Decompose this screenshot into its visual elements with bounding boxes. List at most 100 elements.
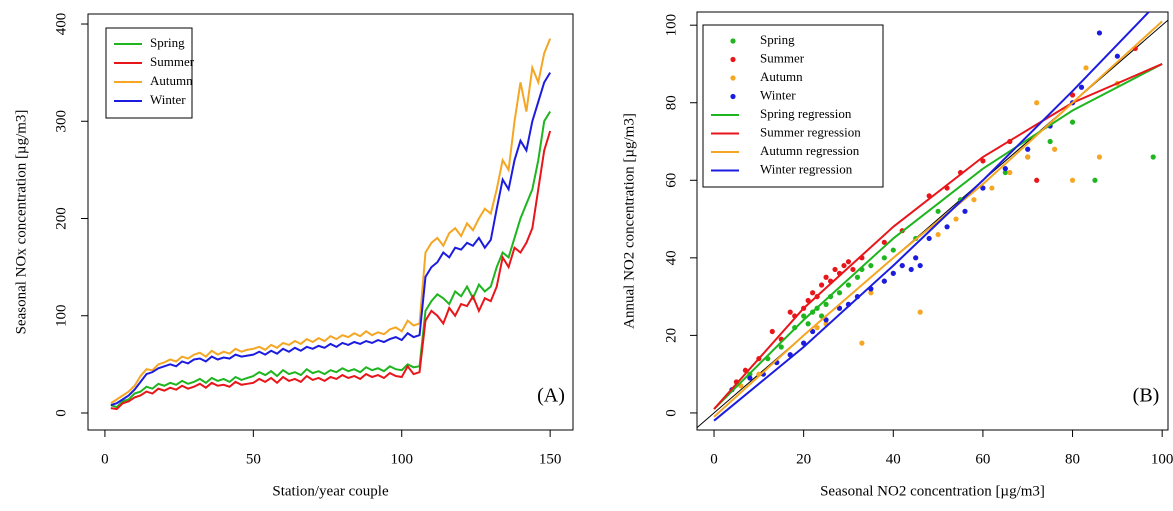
scatter-point [854,274,861,280]
y-tick-label: 100 [53,304,69,327]
legend-label: Summer [150,54,195,69]
legend-label: Spring [150,35,185,50]
scatter-point [778,344,784,350]
legend-label: Spring regression [760,106,852,121]
scatter-point [962,208,968,214]
legend-swatch [730,56,736,63]
scatter-point [850,266,856,273]
scatter-point [747,375,753,381]
x-tick-label: 60 [975,451,990,467]
series-line [110,111,551,409]
legend-label: Autumn [150,73,193,88]
scatter-point [845,259,852,265]
scatter-point [823,301,829,307]
y-tick-label: 80 [663,95,679,110]
y-axis-label: Annual NO2 concentration [µg/m3] [621,113,637,329]
y-tick-label: 0 [53,409,69,417]
scatter-point [845,282,852,288]
legend-label: Winter [150,92,186,107]
scatter-point [1025,154,1031,160]
y-tick-label: 400 [53,13,69,36]
scatter-point [935,231,941,238]
scatter-point [989,185,995,191]
scatter-point [980,185,986,191]
legend-swatch [730,93,736,100]
scatter-point [890,247,896,253]
legend-label: Autumn regression [760,143,860,158]
scatter-point [801,340,807,346]
y-tick-label: 40 [663,250,679,265]
series-line [713,20,1163,418]
scatter-point [1002,166,1008,172]
scatter-point [926,235,932,242]
scatter-point [836,305,843,311]
legend-swatch [730,38,736,44]
scatter-point [1069,177,1076,183]
panel-annotation: (B) [1133,385,1160,407]
y-tick-label: 60 [663,173,679,188]
panel-annotation: (A) [537,385,565,407]
legend-label: Autumn [760,69,803,84]
series-line [713,63,1163,410]
scatter-point [953,216,959,222]
scatter-point [899,262,905,269]
scatter-point [890,270,896,276]
scatter-point [818,282,825,288]
scatter-point [1083,65,1089,71]
scatter-point [944,224,950,230]
legend-swatch [730,75,736,81]
x-axis-label: Station/year couple [272,483,389,499]
series-line [713,12,1151,422]
scatter-point [935,208,941,214]
scatter-point [1007,169,1013,176]
scatter-point [868,290,874,296]
scatter-point [1002,169,1008,176]
x-tick-label: 50 [246,451,261,467]
scatter-point [881,239,887,245]
scatter-point [810,328,816,335]
series-line [110,130,552,411]
scatter-point [913,255,919,261]
scatter-point [818,313,825,319]
scatter-point [868,262,874,269]
scatter-point [1052,146,1058,152]
legend-label: Spring [760,32,795,47]
scatter-point [1114,53,1120,59]
scatter-point [1096,154,1103,160]
scatter-point [1047,138,1053,145]
legend-label: Winter regression [760,161,853,176]
legend-label: Summer [760,50,805,65]
x-tick-label: 80 [1065,451,1080,467]
scatter-point [1150,154,1156,160]
x-tick-label: 20 [796,451,811,467]
scatter-point [769,328,775,335]
scatter-point [881,255,887,261]
scatter-point [917,309,923,315]
scatter-point [1034,177,1040,183]
y-tick-label: 100 [663,14,679,37]
scatter-point [1025,146,1031,152]
scatter-point [1078,84,1085,90]
scatter-point [971,197,977,203]
legend-box [702,24,884,188]
x-tick-label: 0 [710,451,718,467]
scatter-point [823,274,829,280]
scatter-point [980,158,986,164]
y-tick-label: 300 [53,110,69,133]
x-tick-label: 40 [886,451,901,467]
scatter-point [836,290,843,296]
scatter-point [917,262,923,269]
y-axis-label: Seasonal NOx concentration [µg/m3] [13,110,29,335]
scatter-point [1069,119,1076,125]
scatter-point [1092,177,1098,183]
x-tick-label: 0 [101,451,109,467]
scatter-point [1034,100,1040,106]
scatter-point [805,321,811,327]
series-line [713,63,1163,410]
scatter-point [1096,30,1103,36]
scatter-point [859,340,865,346]
y-tick-label: 200 [53,207,69,230]
y-tick-label: 20 [663,328,679,343]
x-tick-label: 100 [1151,451,1173,467]
